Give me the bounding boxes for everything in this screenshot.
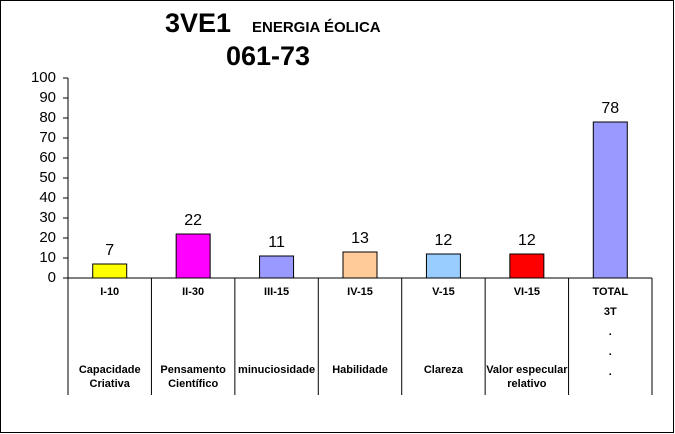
- bar: [592, 121, 628, 279]
- y-tick-label: 50: [39, 169, 56, 186]
- bar: [509, 253, 545, 279]
- bar: [175, 233, 211, 279]
- category-description: minuciosidade: [238, 364, 315, 376]
- value-label: 22: [184, 212, 202, 229]
- y-tick-label: 70: [39, 129, 56, 146]
- x-tick-label: IV-15: [347, 286, 373, 298]
- category-description: Capacidade: [79, 364, 141, 376]
- chart-title: 3VE1: [165, 8, 231, 38]
- y-tick-label: 80: [39, 109, 56, 126]
- x-tick-label: TOTAL: [592, 286, 628, 298]
- category-description: Valor especular: [486, 364, 568, 376]
- total-note: 3T: [604, 306, 617, 318]
- y-tick-label: 20: [39, 229, 56, 246]
- category-description: relativo: [507, 378, 546, 390]
- chart-subtitle: ENERGIA ÉOLICA: [252, 19, 381, 36]
- y-tick-label: 90: [39, 89, 56, 106]
- bar: [259, 255, 295, 279]
- y-tick-label: 10: [39, 249, 56, 266]
- chart-code: 061-73: [226, 41, 310, 71]
- bar: [342, 251, 378, 279]
- value-label: 7: [105, 242, 114, 259]
- total-note: .: [609, 366, 612, 378]
- category-description: Pensamento: [160, 364, 226, 376]
- total-note: .: [609, 326, 612, 338]
- total-note: .: [609, 346, 612, 358]
- category-description: Clareza: [424, 364, 464, 376]
- x-tick-label: VI-15: [514, 286, 540, 298]
- value-label: 13: [351, 230, 369, 247]
- bar: [92, 263, 128, 279]
- bar: [425, 253, 461, 279]
- value-label: 12: [518, 232, 536, 249]
- y-tick-label: 30: [39, 209, 56, 226]
- y-tick-label: 100: [31, 69, 56, 86]
- x-tick-label: II-30: [182, 286, 204, 298]
- category-description: Científico: [168, 378, 218, 390]
- category-description: Habilidade: [332, 364, 388, 376]
- value-label: 11: [268, 234, 285, 251]
- y-tick-label: 60: [39, 149, 56, 166]
- y-tick-label: 40: [39, 189, 56, 206]
- x-tick-label: III-15: [264, 286, 289, 298]
- value-label: 12: [435, 232, 453, 249]
- category-description: Criativa: [90, 378, 131, 390]
- y-tick-label: 0: [48, 269, 56, 286]
- x-tick-label: I-10: [100, 286, 119, 298]
- value-label: 78: [601, 100, 619, 117]
- x-tick-label: V-15: [432, 286, 455, 298]
